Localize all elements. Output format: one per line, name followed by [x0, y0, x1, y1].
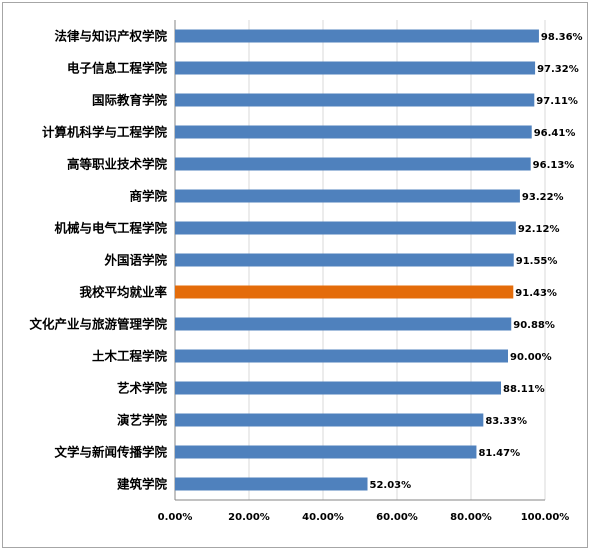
bar — [175, 317, 512, 331]
bar — [175, 253, 514, 267]
category-label: 文化产业与旅游管理学院 — [29, 317, 167, 332]
category-label: 我校平均就业率 — [79, 285, 167, 300]
bar-highlight — [175, 285, 514, 299]
value-label: 97.32% — [537, 64, 579, 75]
category-label: 机械与电气工程学院 — [54, 221, 167, 236]
value-label: 93.22% — [522, 192, 564, 203]
category-label: 艺术学院 — [117, 381, 168, 396]
category-label: 国际教育学院 — [92, 93, 168, 108]
bar — [175, 221, 516, 235]
value-label: 98.36% — [541, 32, 583, 43]
bar — [175, 29, 539, 43]
value-label: 96.41% — [534, 128, 576, 139]
category-label: 土木工程学院 — [92, 349, 168, 364]
value-label: 91.43% — [515, 288, 557, 299]
label-layer: 0.00% 20.00% 40.00% 60.00% 80.00% 100.00% 法律与知… — [29, 29, 582, 524]
bar — [175, 125, 532, 139]
bar — [175, 349, 508, 363]
bar — [175, 93, 535, 107]
value-label: 83.33% — [485, 416, 527, 427]
bar — [175, 477, 368, 491]
category-label: 外国语学院 — [103, 253, 167, 268]
category-label: 文学与新闻传播学院 — [54, 445, 167, 460]
value-label: 90.00% — [510, 352, 552, 363]
x-tick-label: 100.00% — [521, 512, 570, 523]
category-label: 高等职业技术学院 — [67, 157, 168, 172]
x-tick-label: 80.00% — [450, 512, 492, 523]
value-label: 81.47% — [478, 448, 520, 459]
bar — [175, 413, 484, 427]
value-label: 97.11% — [536, 96, 578, 107]
value-label: 52.03% — [370, 480, 412, 491]
category-label: 商学院 — [129, 189, 167, 204]
value-label: 92.12% — [518, 224, 560, 235]
x-tick-label: 0.00% — [158, 512, 193, 523]
x-tick-label: 20.00% — [228, 512, 270, 523]
bar — [175, 61, 536, 75]
value-label: 88.11% — [503, 384, 545, 395]
value-label: 91.55% — [516, 256, 558, 267]
category-label: 计算机科学与工程学院 — [42, 125, 168, 140]
value-label: 96.13% — [533, 160, 575, 171]
bar — [175, 157, 531, 171]
bar — [175, 381, 502, 395]
category-label: 电子信息工程学院 — [67, 61, 168, 76]
x-tick-label: 60.00% — [376, 512, 418, 523]
value-label: 90.88% — [513, 320, 555, 331]
x-tick-label: 40.00% — [302, 512, 344, 523]
bar-layer — [175, 29, 539, 491]
bar — [175, 445, 477, 459]
category-label: 法律与知识产权学院 — [54, 29, 167, 44]
bar — [175, 189, 520, 203]
category-label: 建筑学院 — [117, 477, 168, 492]
category-label: 演艺学院 — [117, 413, 168, 428]
